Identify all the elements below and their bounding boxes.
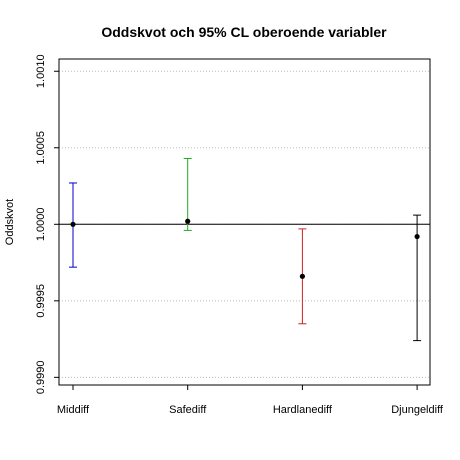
y-tick-label: 1.0000 — [35, 207, 47, 241]
estimate-point-hardlanediff — [299, 273, 305, 279]
estimate-point-safediff — [185, 218, 191, 224]
y-tick-label: 0.9990 — [35, 361, 47, 395]
x-axis-ticks: Middiff Safediff Hardlanediff Djungeldiff — [57, 385, 444, 416]
y-tick-label: 1.0010 — [35, 54, 47, 88]
chart-title: Oddskvot och 95% CL oberoende variabler — [101, 24, 387, 40]
x-tick-label-djungeldiff: Djungeldiff — [391, 404, 444, 416]
plot-frame — [58, 58, 431, 386]
x-tick-label-middiff: Middiff — [57, 404, 90, 416]
estimate-point-djungeldiff — [414, 233, 420, 240]
y-tick-label: 0.9995 — [35, 284, 47, 318]
error-bars — [69, 157, 422, 342]
x-tick-label-safediff: Safediff — [169, 404, 207, 416]
y-axis-label: Oddskvot — [4, 199, 16, 245]
x-tick-label-hardlanediff: Hardlanediff — [273, 404, 333, 416]
estimate-point-middiff — [70, 221, 76, 227]
y-tick-label: 1.0005 — [35, 131, 47, 165]
y-axis-ticks: 0.9990 0.9995 1.0000 1.0005 1.0010 — [35, 54, 59, 394]
